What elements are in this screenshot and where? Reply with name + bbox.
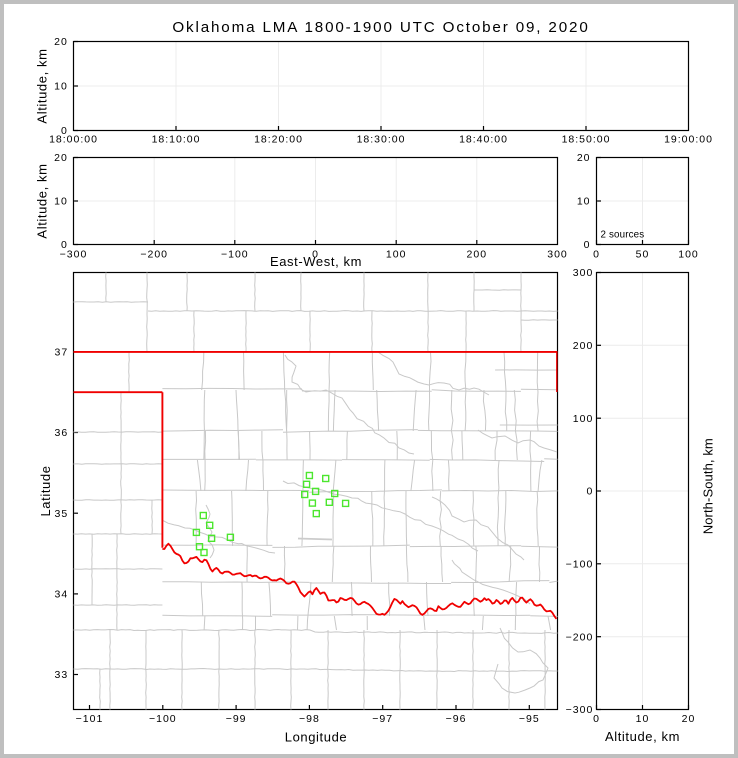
svg-text:−200: −200 xyxy=(140,248,168,260)
svg-text:−100: −100 xyxy=(221,248,249,260)
svg-text:34: 34 xyxy=(55,589,69,601)
svg-text:18:30:00: 18:30:00 xyxy=(357,133,406,145)
svg-text:0: 0 xyxy=(312,248,319,260)
svg-text:Latitude: Latitude xyxy=(38,465,53,516)
svg-text:0: 0 xyxy=(593,713,600,725)
svg-text:33: 33 xyxy=(55,669,69,681)
svg-text:0: 0 xyxy=(61,239,68,251)
svg-text:10: 10 xyxy=(54,196,68,208)
svg-text:35: 35 xyxy=(55,508,69,520)
svg-text:Altitude, km: Altitude, km xyxy=(34,48,49,123)
svg-text:Altitude, km: Altitude, km xyxy=(605,729,680,744)
svg-text:20: 20 xyxy=(54,36,68,48)
svg-text:18:10:00: 18:10:00 xyxy=(152,133,201,145)
svg-text:0: 0 xyxy=(584,239,591,251)
svg-text:0: 0 xyxy=(61,125,68,137)
svg-text:−96: −96 xyxy=(446,713,467,725)
svg-text:0: 0 xyxy=(586,486,593,498)
svg-text:100: 100 xyxy=(678,248,699,260)
svg-text:300: 300 xyxy=(573,267,594,279)
svg-text:50: 50 xyxy=(636,248,650,260)
svg-text:18:50:00: 18:50:00 xyxy=(562,133,611,145)
svg-text:19:00:00: 19:00:00 xyxy=(664,133,713,145)
svg-text:Longitude: Longitude xyxy=(285,729,348,744)
svg-text:300: 300 xyxy=(547,248,568,260)
svg-text:200: 200 xyxy=(467,248,488,260)
svg-text:Oklahoma LMA 1800-1900 UTC Oct: Oklahoma LMA 1800-1900 UTC October 09, 2… xyxy=(172,19,589,36)
svg-text:−100: −100 xyxy=(149,713,177,725)
svg-text:0: 0 xyxy=(593,248,600,260)
svg-text:100: 100 xyxy=(573,413,594,425)
svg-text:10: 10 xyxy=(577,196,591,208)
svg-text:−95: −95 xyxy=(519,713,540,725)
svg-text:20: 20 xyxy=(577,152,591,164)
svg-text:10: 10 xyxy=(54,81,68,93)
svg-text:36: 36 xyxy=(55,427,69,439)
svg-text:18:00:00: 18:00:00 xyxy=(49,133,98,145)
svg-text:−300: −300 xyxy=(60,248,88,260)
svg-text:20: 20 xyxy=(54,152,68,164)
svg-text:−300: −300 xyxy=(566,704,594,716)
svg-text:−99: −99 xyxy=(226,713,247,725)
svg-text:Altitude, km: Altitude, km xyxy=(34,163,49,238)
svg-text:−97: −97 xyxy=(372,713,393,725)
svg-text:20: 20 xyxy=(682,713,696,725)
svg-text:100: 100 xyxy=(386,248,407,260)
svg-text:−200: −200 xyxy=(566,631,594,643)
svg-text:−101: −101 xyxy=(76,713,104,725)
svg-text:18:40:00: 18:40:00 xyxy=(459,133,508,145)
svg-text:East-West, km: East-West, km xyxy=(270,254,362,269)
svg-text:North-South, km: North-South, km xyxy=(701,438,716,534)
svg-text:2 sources: 2 sources xyxy=(601,229,645,240)
svg-text:37: 37 xyxy=(55,347,69,359)
svg-text:−98: −98 xyxy=(299,713,320,725)
svg-text:10: 10 xyxy=(636,713,650,725)
svg-text:200: 200 xyxy=(573,340,594,352)
svg-text:−100: −100 xyxy=(566,559,594,571)
svg-text:18:20:00: 18:20:00 xyxy=(254,133,303,145)
